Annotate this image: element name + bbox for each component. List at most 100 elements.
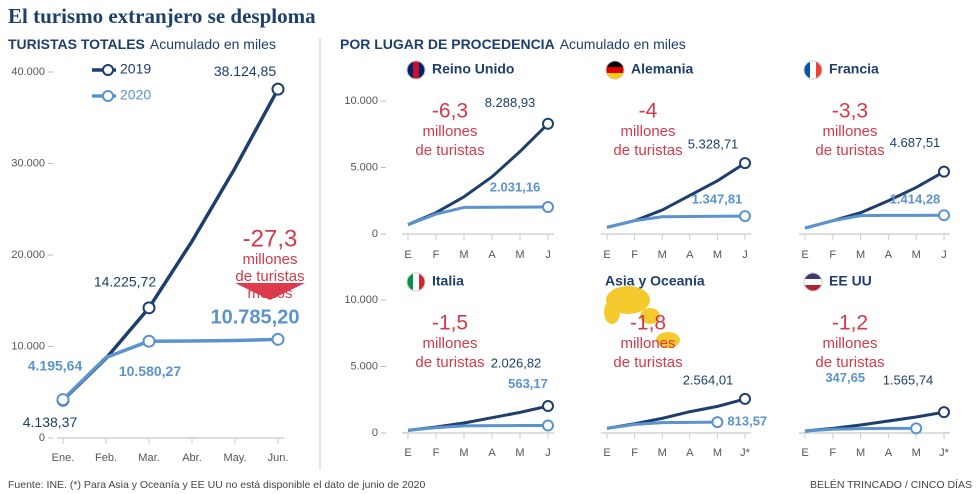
- flag: [606, 61, 624, 79]
- point: [739, 392, 751, 405]
- x-tick-label: E: [801, 249, 808, 261]
- point: [938, 165, 950, 178]
- value-label: 2.031,16: [490, 179, 541, 194]
- point: [739, 157, 751, 170]
- x-tick-label: Jun.: [268, 452, 289, 464]
- x-tick-label: M: [515, 249, 524, 261]
- annotation-text: millones: [422, 123, 477, 140]
- x-tick-label: E: [801, 447, 808, 459]
- x-tick-label: M: [459, 447, 468, 459]
- y-tick-label: 10.000: [344, 95, 378, 107]
- x-tick-label: F: [631, 249, 638, 261]
- x-tick-label: A: [885, 447, 893, 459]
- x-tick-label: May.: [223, 452, 246, 464]
- right-section: POR LUGAR DE PROCEDENCIA: [340, 36, 555, 52]
- left-section: TURISTAS TOTALES: [8, 36, 145, 52]
- value-label: 2.564,01: [683, 372, 734, 387]
- value-label: 813,57: [727, 414, 767, 429]
- source: Fuente: INE. (*) Para Asia y Oceanía y E…: [8, 479, 425, 491]
- chart-title: EE UU: [829, 273, 872, 289]
- annotation-text: de turistas: [235, 268, 304, 285]
- value-label: 4.687,51: [890, 135, 941, 150]
- value-label: 2.026,82: [491, 355, 542, 370]
- legend-label: 2019: [120, 61, 151, 77]
- y-tick-label: 0: [372, 228, 378, 240]
- flag-border: [803, 60, 823, 80]
- x-tick-label: M: [856, 447, 865, 459]
- right-heading: POR LUGAR DE PROCEDENCIA Acumulado en mil…: [340, 36, 686, 52]
- left-heading: TURISTAS TOTALES Acumulado en miles: [8, 36, 276, 52]
- value-label: 347,65: [825, 370, 865, 385]
- series-line: [804, 213, 945, 230]
- value-label: 4.195,64: [28, 357, 83, 373]
- flag-stripe: [419, 273, 425, 291]
- flag-stripe: [804, 279, 822, 285]
- x-tick-label: J: [545, 249, 551, 261]
- point: [938, 209, 950, 222]
- flag: [407, 61, 425, 79]
- legend-marker: [102, 90, 114, 102]
- x-tick-label: A: [686, 447, 694, 459]
- flag-stripe: [810, 61, 816, 79]
- series-line: [804, 426, 917, 433]
- annotation-text: millones: [422, 335, 477, 352]
- value-label: 10.785,20: [211, 307, 300, 329]
- annotation-value: -6,3: [432, 100, 468, 123]
- x-tick-label: Mar.: [138, 452, 159, 464]
- x-tick-label: M: [713, 249, 722, 261]
- x-tick-label: M: [912, 447, 921, 459]
- annotation-text: de turistas: [815, 354, 884, 371]
- annotation-value: -1,8: [630, 312, 666, 335]
- flag-stripe: [407, 273, 413, 291]
- chart-title: Francia: [829, 61, 879, 77]
- x-tick-label: Ene.: [52, 452, 75, 464]
- x-tick-label: J: [742, 249, 748, 261]
- series-line: [606, 214, 746, 229]
- x-tick-label: J*: [939, 447, 950, 459]
- x-tick-label: A: [488, 249, 496, 261]
- page-title: El turismo extranjero se desploma: [8, 4, 316, 28]
- legend-marker: [102, 64, 114, 76]
- point: [271, 82, 285, 96]
- point: [938, 406, 950, 419]
- x-tick-label: E: [603, 447, 610, 459]
- y-tick-label: 10.000: [11, 340, 45, 352]
- flag: [407, 273, 425, 291]
- annotation-text: de turistas: [613, 142, 682, 159]
- annotation-value: -1,2: [832, 312, 868, 335]
- flag-border: [406, 272, 426, 292]
- asia-map: [604, 286, 680, 348]
- point: [711, 416, 724, 429]
- left-unit: Acumulado en miles: [150, 36, 276, 52]
- annotation-text: de turistas: [415, 354, 484, 371]
- flag-stripe: [419, 61, 425, 79]
- flag: [804, 61, 822, 79]
- x-tick-label: M: [912, 249, 921, 261]
- x-tick-label: E: [404, 249, 411, 261]
- annotation-text: millones: [620, 123, 675, 140]
- series-line: [606, 420, 718, 430]
- x-tick-label: F: [433, 249, 440, 261]
- flag-stripe: [804, 285, 822, 291]
- series-line: [61, 337, 279, 401]
- annotation-text: de turistas: [815, 142, 884, 159]
- value-label: 1.414,28: [890, 192, 941, 207]
- chart-title: Alemania: [631, 61, 693, 77]
- annotation-text: millones: [620, 335, 675, 352]
- x-tick-label: M: [459, 249, 468, 261]
- point: [271, 332, 285, 346]
- x-tick-label: A: [686, 249, 694, 261]
- x-tick-label: M: [856, 249, 865, 261]
- flag-border: [406, 60, 426, 80]
- flag-stripe: [816, 61, 822, 79]
- flag-stripe: [413, 273, 419, 291]
- decrease-arrow: [235, 283, 305, 300]
- value-label: 5.328,71: [688, 137, 739, 152]
- x-tick-label: J: [941, 249, 947, 261]
- x-tick-label: A: [885, 249, 893, 261]
- flag-stripe: [606, 61, 624, 67]
- value-label: 1.347,81: [692, 192, 743, 207]
- chart-title: Italia: [432, 273, 464, 289]
- series-line: [407, 424, 549, 432]
